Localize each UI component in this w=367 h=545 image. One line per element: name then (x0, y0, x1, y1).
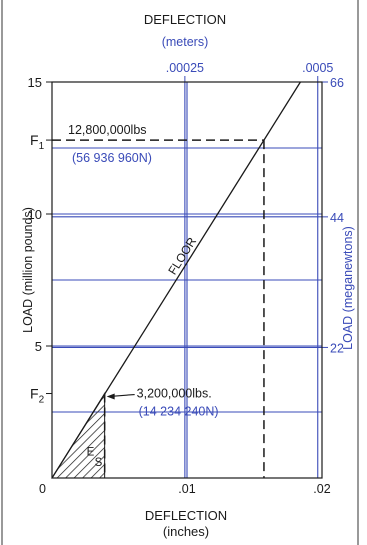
hatch-label-e: E (87, 447, 95, 459)
hatch-label-s: S (95, 457, 103, 469)
left-tick-label: 5 (35, 339, 42, 354)
bottom-axis-title: DEFLECTION (145, 508, 227, 523)
bottom-tick-label: .01 (178, 482, 195, 496)
f2-leader-arrow (106, 393, 115, 400)
f2-load-lbs: 3,200,000lbs. (137, 387, 212, 401)
f1-load-newtons: (56 936 960N) (72, 151, 152, 165)
bottom-axis-unit: (inches) (163, 524, 209, 539)
right-tick-label: 22 (330, 341, 344, 355)
right-tick-label: 66 (330, 76, 344, 90)
top-tick-label: .0005 (302, 61, 333, 75)
tick-labels: 5 10 15 0 .01 .02 .00025 .0005 22 44 66 (28, 61, 344, 496)
marker-label-f2: F2 (30, 386, 45, 406)
top-tick-label: .00025 (166, 61, 204, 75)
top-axis-title: DEFLECTION (144, 12, 226, 27)
plot-frame (51, 81, 323, 479)
left-tick-label: 15 (28, 75, 42, 90)
floor-curve (51, 81, 301, 479)
right-axis-title: LOAD (meganewtons) (341, 226, 355, 350)
markers: F1 12,800,000lbs (56 936 960N) F2 3,200,000l… (30, 123, 265, 478)
left-axis-title: LOAD (million pounds) (21, 207, 35, 333)
marker-label-f1: F1 (30, 132, 45, 152)
f2-load-newtons: (14 234 240N) (139, 405, 219, 419)
top-axis-unit: (meters) (162, 35, 209, 49)
f1-load-lbs: 12,800,000lbs (68, 123, 147, 137)
bottom-tick-label: .02 (313, 482, 330, 496)
bottom-tick-label: 0 (39, 482, 46, 496)
right-tick-label: 44 (330, 211, 344, 225)
left-tick-label: 10 (28, 207, 42, 222)
